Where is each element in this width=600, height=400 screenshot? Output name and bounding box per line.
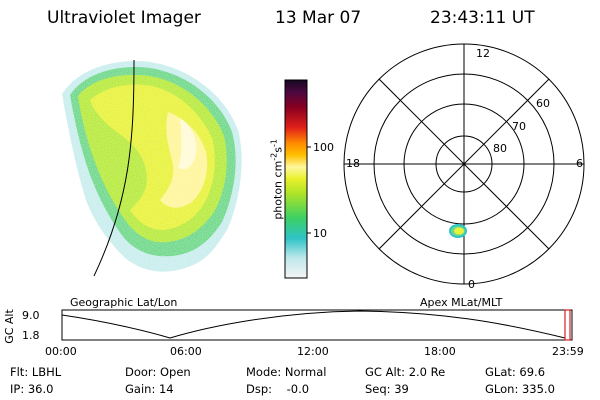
- mlt-label-0: 0: [468, 278, 475, 291]
- xtick-2359: 23:59: [552, 345, 584, 358]
- altitude-plot: [61, 309, 573, 341]
- geographic-title: Geographic Lat/Lon: [70, 296, 178, 309]
- xtick-1200: 12:00: [297, 345, 329, 358]
- header-date: 13 Mar 07: [275, 8, 362, 28]
- time-marker: [564, 309, 571, 341]
- colorbar-label: photon cm-2s-1: [269, 139, 285, 220]
- info-gc-alt: GC Alt: 2.0 Re: [365, 365, 446, 379]
- info-glat: GLat: 69.6: [485, 365, 546, 379]
- mlt-label-18: 18: [346, 157, 360, 170]
- xtick-1800: 18:00: [424, 345, 456, 358]
- polar-aurora-blob: [449, 224, 467, 238]
- polar-grid: [343, 43, 585, 285]
- altitude-ylabel: GC Alt: [2, 309, 16, 344]
- xtick-0000: 00:00: [45, 345, 77, 358]
- info-filter: Flt: LBHL: [10, 365, 62, 379]
- info-seq: Seq: 39: [365, 382, 409, 396]
- info-gain: Gain: 14: [125, 382, 174, 396]
- colorbar-tick-100: 100: [313, 141, 334, 154]
- lat-label-60: 60: [536, 97, 550, 110]
- info-mode: Mode: Normal: [246, 365, 327, 379]
- lat-label-80: 80: [493, 142, 507, 155]
- info-glon: GLon: 335.0: [485, 382, 555, 396]
- info-door: Door: Open: [125, 365, 191, 379]
- apex-title: Apex MLat/MLT: [420, 296, 503, 309]
- colorbar: [284, 79, 311, 279]
- altitude-ytick-low: 1.8: [22, 329, 40, 342]
- mlt-label-6: 6: [576, 157, 583, 170]
- colorbar-tick-10: 10: [313, 227, 327, 240]
- header-time: 23:43:11 UT: [430, 8, 535, 28]
- info-dsp: Dsp: -0.0: [246, 382, 310, 396]
- altitude-ytick-high: 9.0: [22, 309, 40, 322]
- xtick-0600: 06:00: [170, 345, 202, 358]
- app-title: Ultraviolet Imager: [47, 8, 201, 28]
- terminator-line: [93, 59, 135, 277]
- info-ip: IP: 36.0: [10, 382, 54, 396]
- auroral-image: [62, 59, 242, 277]
- mlt-label-12: 12: [476, 47, 490, 60]
- lat-label-70: 70: [512, 120, 526, 133]
